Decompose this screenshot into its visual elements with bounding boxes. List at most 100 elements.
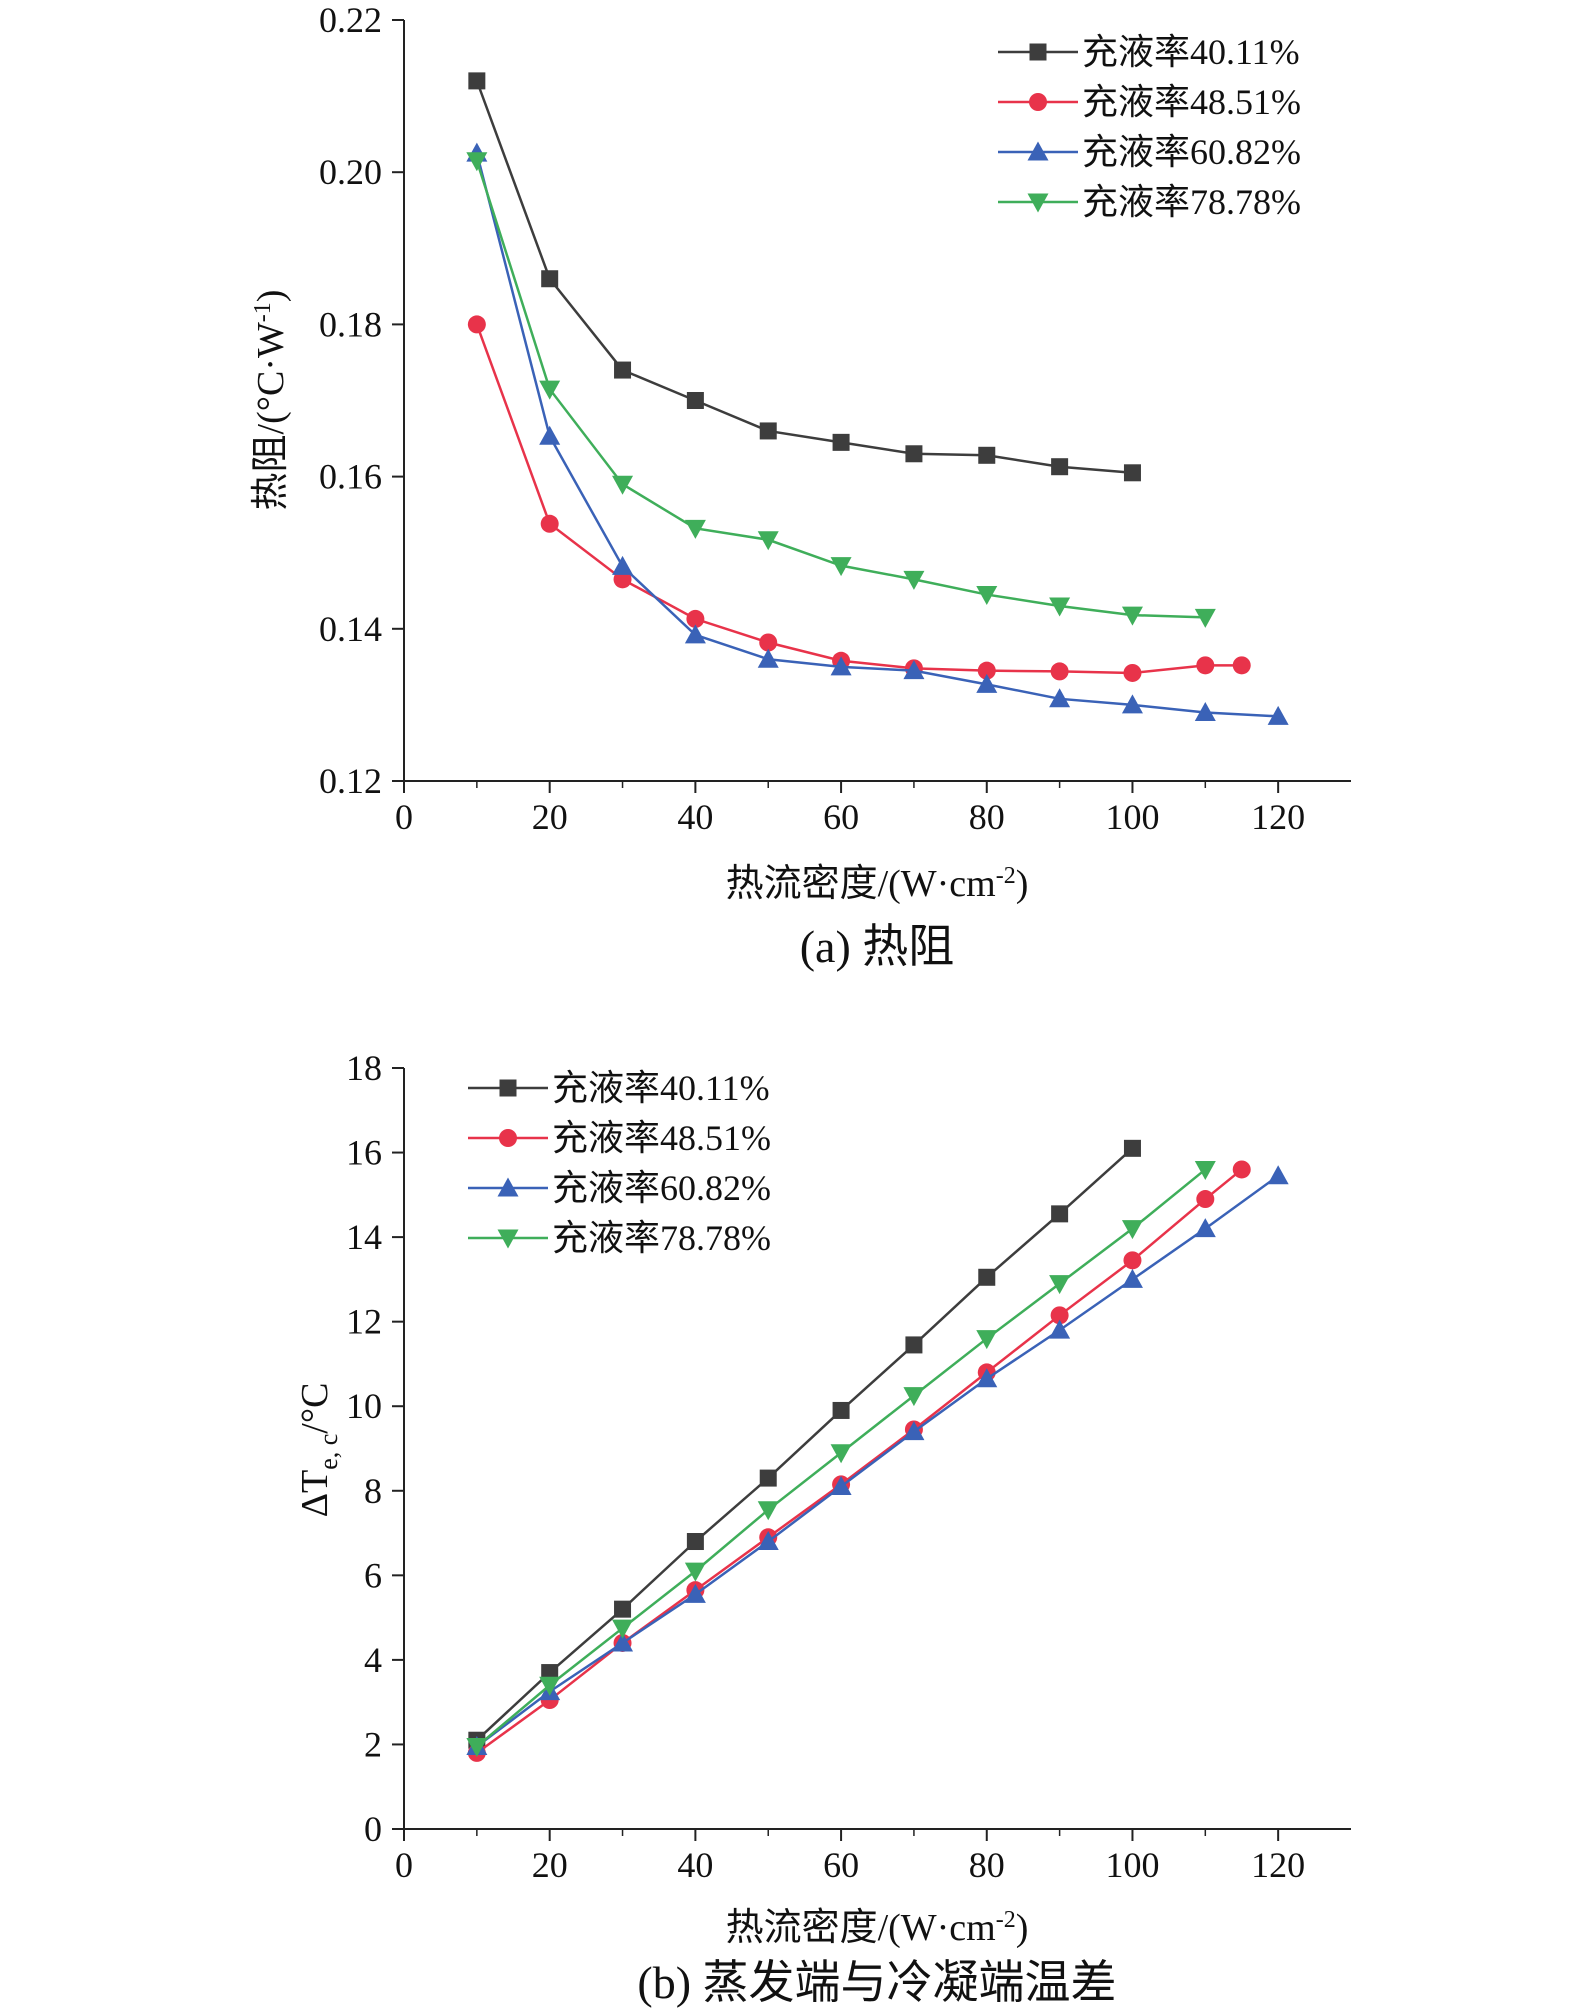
- y-tick-label: 18: [346, 1048, 382, 1088]
- data-point: [1049, 1275, 1071, 1295]
- data-point: [976, 673, 998, 693]
- data-point: [686, 609, 705, 628]
- chart-a-y-ticks: 0.12 0.14 0.16 0.18 0.20 0.22: [319, 0, 404, 801]
- data-point: [1049, 597, 1071, 617]
- series-60-82: [466, 1165, 1289, 1756]
- chart-b-x-axis-title: 热流密度/(W·cm-2): [726, 1907, 1029, 1949]
- data-point: [612, 1619, 634, 1639]
- data-point: [1194, 702, 1216, 722]
- y-tick-label: 4: [364, 1640, 382, 1680]
- data-point: [539, 425, 561, 445]
- data-point: [903, 660, 925, 680]
- data-point: [684, 1562, 706, 1582]
- chart-a-series: [466, 72, 1289, 725]
- chart-b-caption: (b) 蒸发端与冷凝端温差: [637, 1957, 1116, 2008]
- legend-item: 充液率48.51%: [998, 82, 1301, 122]
- series-line: [475, 1147, 1134, 1742]
- chart-a-x-axis-title: 热流密度/(W·cm-2): [726, 863, 1029, 905]
- chart-a-caption: (a) 热阻: [800, 921, 955, 972]
- y-tick-label: 0.18: [319, 304, 382, 344]
- data-point: [1123, 1251, 1142, 1270]
- legend-marker: [1027, 141, 1049, 161]
- chart-b: 0 2 4 6 8 10 12 14 16 18 0 20 40 60 80 100 120 充液率40.11…: [294, 1048, 1351, 2008]
- data-point: [612, 475, 634, 495]
- series-line: [475, 160, 1206, 619]
- data-point: [1267, 705, 1289, 725]
- legend-item: 充液率78.78%: [998, 182, 1301, 222]
- data-point: [830, 557, 852, 577]
- legend-item: 充液率60.82%: [468, 1168, 771, 1208]
- series-78-78: [466, 1160, 1216, 1758]
- legend-label: 充液率60.82%: [1082, 132, 1301, 172]
- data-point: [614, 361, 632, 379]
- data-point: [905, 1336, 923, 1354]
- data-point: [612, 1632, 634, 1652]
- data-point: [540, 514, 559, 533]
- x-tick-label: 20: [532, 797, 568, 837]
- data-point: [686, 392, 704, 409]
- y-tick-label: 0.12: [319, 761, 382, 801]
- data-point: [1232, 656, 1251, 675]
- x-tick-label: 60: [823, 797, 859, 837]
- chart-a-x-ticks: 0 20 40 60 80 100 120: [395, 781, 1305, 837]
- data-point: [1121, 694, 1143, 714]
- data-point: [976, 1330, 998, 1350]
- x-tick-label: 60: [823, 1845, 859, 1885]
- legend-label: 充液率60.82%: [552, 1168, 771, 1208]
- data-point: [467, 315, 486, 334]
- data-point: [1049, 688, 1071, 708]
- data-point: [759, 422, 777, 440]
- data-point: [1194, 1218, 1216, 1238]
- legend-marker: [497, 1177, 519, 1197]
- legend-item: 充液率78.78%: [468, 1218, 771, 1258]
- chart-b-y-ticks: 0 2 4 6 8 10 12 14 16 18: [346, 1048, 404, 1849]
- x-tick-label: 0: [395, 797, 413, 837]
- data-point: [541, 270, 559, 288]
- data-point: [976, 1368, 998, 1388]
- legend-label: 充液率40.11%: [1082, 32, 1300, 72]
- chart-a-y-axis-title: 热阻/(°C·W-1): [250, 290, 292, 511]
- data-point: [1232, 1160, 1251, 1179]
- x-tick-label: 100: [1105, 797, 1159, 837]
- y-tick-label: 2: [364, 1724, 382, 1764]
- data-point: [903, 1387, 925, 1407]
- x-tick-label: 120: [1251, 797, 1305, 837]
- chart-b-x-ticks: 0 20 40 60 80 100 120: [395, 1829, 1305, 1885]
- data-point: [757, 531, 779, 551]
- chart-b-legend: 充液率40.11% 充液率48.51% 充液率60.82% 充液率78.78%: [468, 1068, 771, 1258]
- data-point: [905, 445, 923, 463]
- y-tick-label: 0.16: [319, 457, 382, 497]
- chart-b-series: [466, 1139, 1289, 1762]
- data-point: [614, 1600, 632, 1618]
- data-point: [684, 624, 706, 644]
- legend-label: 充液率78.78%: [552, 1218, 771, 1258]
- y-tick-label: 16: [346, 1133, 382, 1173]
- chart-a: 0.12 0.14 0.16 0.18 0.20 0.22 0 20 40 60 80 100 120…: [250, 0, 1351, 972]
- data-point: [1121, 1268, 1143, 1288]
- y-tick-label: 12: [346, 1302, 382, 1342]
- data-point: [1051, 1205, 1069, 1223]
- x-tick-label: 20: [532, 1845, 568, 1885]
- data-point: [757, 648, 779, 668]
- legend-marker: [499, 1129, 517, 1147]
- legend-label: 充液率48.51%: [1082, 82, 1301, 122]
- data-point: [1050, 1306, 1069, 1325]
- series-line: [475, 152, 1279, 718]
- data-point: [757, 1501, 779, 1521]
- data-point: [903, 1421, 925, 1441]
- data-point: [684, 1583, 706, 1603]
- y-tick-label: 0.14: [319, 609, 382, 649]
- legend-label: 充液率48.51%: [552, 1118, 771, 1158]
- data-point: [1194, 1160, 1216, 1180]
- x-tick-label: 80: [969, 797, 1005, 837]
- data-point: [684, 519, 706, 539]
- data-point: [1051, 458, 1069, 476]
- x-tick-label: 120: [1251, 1845, 1305, 1885]
- y-tick-label: 10: [346, 1386, 382, 1426]
- data-point: [977, 661, 996, 680]
- data-point: [976, 586, 998, 606]
- data-point: [1121, 1220, 1143, 1240]
- data-point: [759, 1469, 777, 1487]
- data-point: [539, 1676, 561, 1696]
- x-tick-label: 40: [677, 797, 713, 837]
